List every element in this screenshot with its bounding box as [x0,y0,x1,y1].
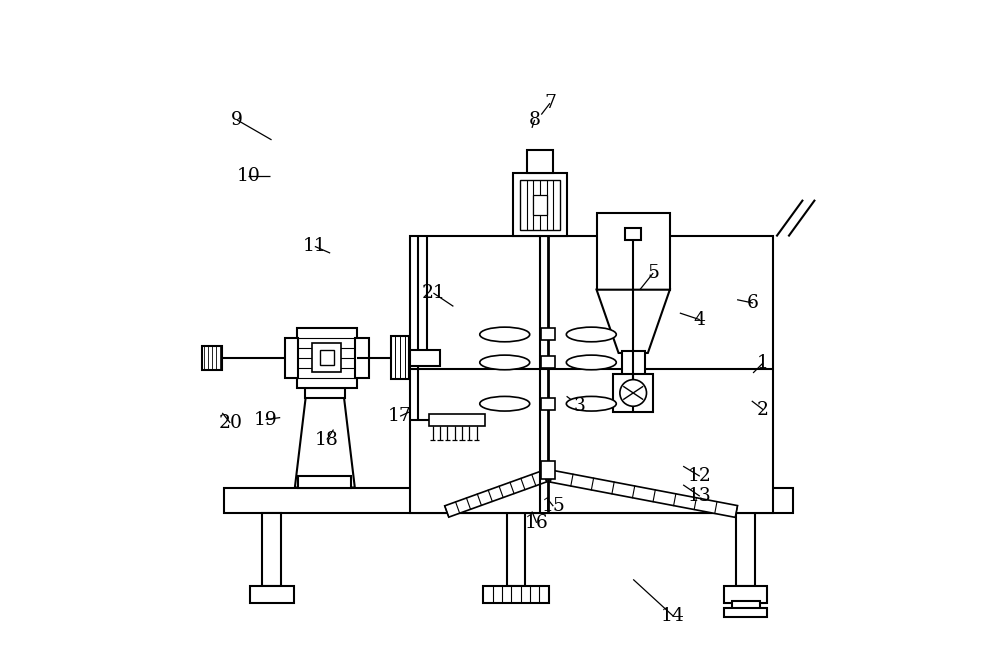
Text: 8: 8 [529,111,541,129]
Bar [312,343,341,372]
Text: 21: 21 [421,284,445,302]
Bar [724,586,767,603]
Bar [285,338,298,378]
Bar [736,513,755,586]
Text: 10: 10 [236,167,260,186]
Bar [410,350,440,366]
Bar [483,586,549,603]
Text: 12: 12 [688,467,712,486]
Text: 20: 20 [218,414,242,432]
Text: 13: 13 [688,487,712,505]
Bar [541,328,555,340]
Bar [625,228,641,240]
Polygon shape [445,471,547,517]
Text: 4: 4 [694,310,706,329]
Bar [429,414,485,426]
Ellipse shape [480,327,530,342]
Bar [622,351,645,390]
Bar [202,346,222,370]
Bar [613,374,653,412]
Text: 11: 11 [303,237,327,256]
Bar [541,356,555,368]
Text: 19: 19 [254,410,277,429]
Bar [298,476,351,488]
Circle shape [620,380,647,406]
Text: 18: 18 [315,430,339,449]
Bar [262,513,281,586]
Text: 14: 14 [661,607,685,625]
Polygon shape [550,470,738,517]
Text: 7: 7 [544,94,556,113]
Bar [507,513,525,586]
Bar [305,388,345,398]
Text: 1: 1 [757,354,769,372]
Bar [527,150,553,173]
Text: 2: 2 [757,400,769,419]
Bar [520,180,560,230]
Text: 3: 3 [574,397,586,416]
Text: 6: 6 [747,294,759,312]
Bar [541,461,555,479]
Bar [320,350,334,365]
Bar [513,173,567,236]
Bar [597,213,670,290]
Bar [297,328,357,388]
Polygon shape [597,290,670,353]
Ellipse shape [566,327,616,342]
Text: 17: 17 [388,407,412,426]
Bar [724,608,767,617]
Ellipse shape [566,396,616,411]
Ellipse shape [566,355,616,370]
Bar [224,488,793,513]
Polygon shape [295,388,355,488]
Text: 9: 9 [231,111,243,129]
Bar [391,336,409,379]
Text: 5: 5 [647,264,659,282]
Bar [732,601,760,609]
Bar [355,338,369,378]
Bar [533,194,547,214]
Ellipse shape [480,355,530,370]
Ellipse shape [480,396,530,411]
Bar [250,586,294,603]
Text: 15: 15 [541,497,565,515]
Bar [541,398,555,410]
Text: 16: 16 [525,513,549,532]
Bar [410,236,773,513]
